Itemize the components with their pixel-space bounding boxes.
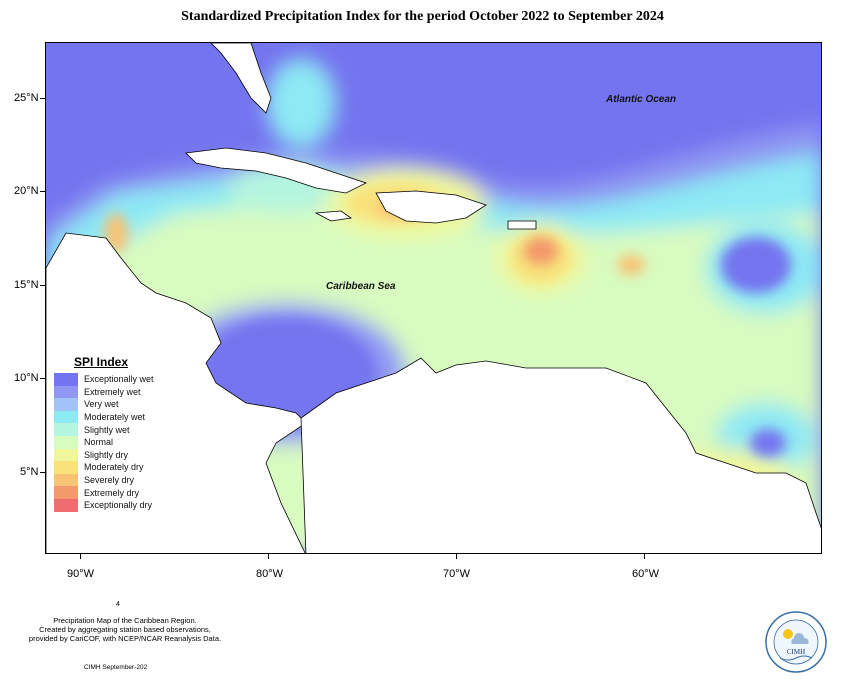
legend-label: Exceptionally wet <box>84 374 154 385</box>
x-tick <box>456 554 457 559</box>
legend-item: Exceptionally wet <box>54 373 174 386</box>
legend-swatch <box>54 498 78 512</box>
legend-label: Moderately wet <box>84 412 146 423</box>
y-tick-label: 20°N <box>14 185 39 197</box>
legend-label: Normal <box>84 437 114 448</box>
legend-item: Extremely dry <box>54 486 174 499</box>
dry-guadeloupe <box>617 255 645 275</box>
footer-credit: CIMH September-202 <box>84 664 148 671</box>
y-tick <box>40 285 45 286</box>
legend-swatch <box>54 461 78 474</box>
hispaniola-land <box>375 190 487 224</box>
y-tick <box>40 378 45 379</box>
extremely-dry-east-pr <box>523 236 559 266</box>
wet-blob-florida <box>266 58 336 148</box>
legend-swatch <box>54 473 78 487</box>
y-tick-label: 10°N <box>14 372 39 384</box>
footer-line: Created by aggregating station based obs… <box>39 625 211 634</box>
legend-label: Extremely dry <box>84 487 140 498</box>
x-tick-label: 70°W <box>443 568 471 580</box>
x-tick <box>80 554 81 559</box>
legend-label: Severely dry <box>84 475 135 486</box>
legend-item: Very wet <box>54 398 174 411</box>
legend-label: Slightly dry <box>84 449 129 460</box>
y-tick <box>40 191 45 192</box>
x-tick-label: 90°W <box>67 568 95 580</box>
footer-line: provided by CariCOF, with NCEP/NCAR Rean… <box>28 634 222 643</box>
sun-icon <box>783 629 793 639</box>
legend-swatch <box>54 423 78 436</box>
legend-item: Moderately wet <box>54 410 174 424</box>
cimh-logo: CIMH <box>765 611 827 673</box>
y-tick <box>40 472 45 473</box>
legend-label: Slightly wet <box>84 424 130 435</box>
y-tick-label: 25°N <box>14 92 39 104</box>
logo-text: CIMH <box>787 648 805 656</box>
exceptionally-wet-atlantic <box>721 237 791 293</box>
x-tick-label: 60°W <box>632 568 660 580</box>
caribbean-sea-label: Caribbean Sea <box>326 281 396 292</box>
legend-swatch <box>54 373 78 386</box>
legend-swatch <box>54 435 78 449</box>
legend-swatch <box>54 398 78 411</box>
y-tick-label: 5°N <box>20 466 39 478</box>
legend-label: Very wet <box>84 399 119 410</box>
map-title: Standardized Precipitation Index for the… <box>181 9 664 24</box>
legend-item: Normal <box>54 435 174 449</box>
legend-item: Severely dry <box>54 473 174 487</box>
legend-item: Extremely wet <box>54 385 174 399</box>
legend-swatch <box>54 486 78 499</box>
legend-item: Slightly dry <box>54 448 174 462</box>
footer-notes: Precipitation Map of the Caribbean Regio… <box>20 616 230 643</box>
legend-swatch <box>54 410 78 424</box>
cloud-icon <box>791 633 809 644</box>
x-tick <box>268 554 269 559</box>
legend-title: SPI Index <box>74 355 129 369</box>
cuba-land <box>185 147 368 194</box>
spi-legend: SPI Index Exceptionally wet Extremely wet… <box>54 355 174 512</box>
y-tick <box>40 98 45 99</box>
spi-map <box>45 42 822 554</box>
atlantic-ocean-label: Atlantic Ocean <box>606 94 677 105</box>
x-tick <box>644 554 645 559</box>
florida-land <box>210 43 272 114</box>
legend-item: Slightly wet <box>54 423 174 436</box>
south-america-land <box>300 357 821 553</box>
puerto-rico-land <box>507 220 537 230</box>
legend-swatch <box>54 385 78 399</box>
exceptionally-wet-guiana <box>750 429 786 457</box>
central-america-land <box>46 232 307 553</box>
legend-item: Exceptionally dry <box>54 498 174 512</box>
legend-label: Extremely wet <box>84 386 141 397</box>
legend-swatch <box>54 448 78 462</box>
y-tick-label: 15°N <box>14 279 39 291</box>
legend-label: Exceptionally dry <box>84 500 153 511</box>
legend-label: Moderately dry <box>84 462 144 473</box>
legend-item: Moderately dry <box>54 461 174 474</box>
jamaica-land <box>314 210 353 222</box>
footer-line: Precipitation Map of the Caribbean Regio… <box>53 616 197 625</box>
footer-number: 4 <box>116 601 120 608</box>
x-tick-label: 80°W <box>256 568 284 580</box>
